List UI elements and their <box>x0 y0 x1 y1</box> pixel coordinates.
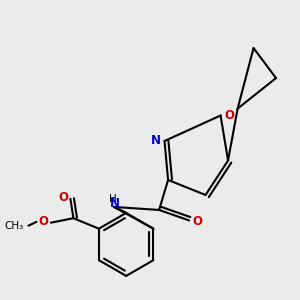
Text: O: O <box>58 191 68 204</box>
Text: O: O <box>224 109 234 122</box>
Text: O: O <box>192 215 202 228</box>
Text: N: N <box>151 134 160 147</box>
Text: CH₃: CH₃ <box>5 221 24 231</box>
Text: H: H <box>110 194 117 205</box>
Text: N: N <box>110 197 119 211</box>
Text: O: O <box>38 215 48 228</box>
